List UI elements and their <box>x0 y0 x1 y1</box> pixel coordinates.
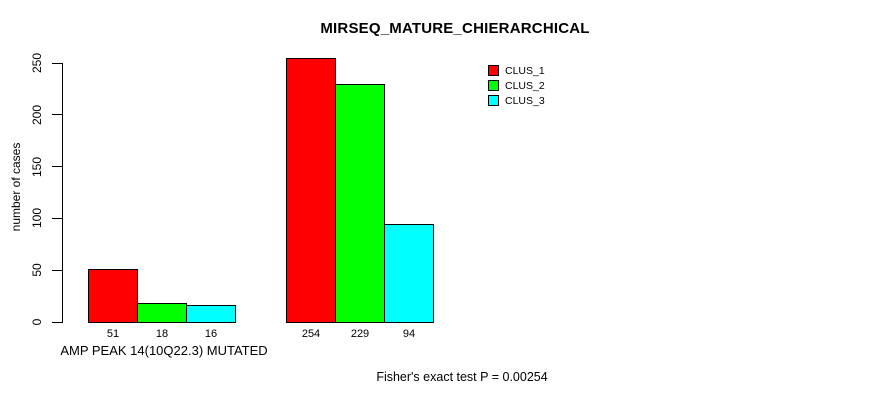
y-tick-label: 150 <box>30 156 44 177</box>
legend-swatch-clus_1 <box>488 65 499 76</box>
x-axis-title: AMP PEAK 14(10Q22.3) MUTATED <box>60 343 268 358</box>
y-tick-label: 0 <box>30 318 44 326</box>
y-axis-title: number of cases <box>9 142 23 232</box>
y-tick-mark <box>52 322 62 323</box>
y-tick-mark <box>52 218 62 219</box>
bar-clus_2-group1 <box>137 302 187 323</box>
bar-clus_3-group1 <box>186 304 236 323</box>
annotation-fisher-test: Fisher's exact test P = 0.00254 <box>376 370 548 384</box>
y-tick-mark <box>52 270 62 271</box>
legend-item: CLUS_1 <box>488 63 545 78</box>
bar-value-label: 229 <box>350 328 370 340</box>
y-tick-mark <box>52 63 62 64</box>
bar-value-label: 51 <box>106 328 120 340</box>
y-tick-label: 200 <box>30 104 44 125</box>
bar-value-label: 18 <box>155 328 169 340</box>
y-tick-mark <box>52 166 62 167</box>
bar-clus_2-group2 <box>335 84 385 323</box>
chart-title: MIRSEQ_MATURE_CHIERARCHICAL <box>320 20 590 37</box>
y-tick-label: 100 <box>30 208 44 229</box>
legend-label: CLUS_3 <box>505 94 545 107</box>
bar-value-label: 94 <box>402 328 416 340</box>
legend-label: CLUS_2 <box>505 79 545 92</box>
legend-label: CLUS_1 <box>505 64 545 77</box>
legend-item: CLUS_3 <box>488 93 545 108</box>
legend-swatch-clus_3 <box>488 95 499 106</box>
legend-item: CLUS_2 <box>488 78 545 93</box>
y-tick-label: 50 <box>30 263 44 277</box>
y-axis-line <box>62 62 63 323</box>
bar-value-label: 254 <box>301 328 321 340</box>
legend-swatch-clus_2 <box>488 80 499 91</box>
legend: CLUS_1 CLUS_2 CLUS_3 <box>488 63 545 108</box>
bar-clus_3-group2 <box>384 224 434 323</box>
y-tick-mark <box>52 114 62 115</box>
bar-clus_1-group2 <box>286 58 336 323</box>
bar-value-label: 16 <box>204 328 218 340</box>
y-tick-label: 250 <box>30 52 44 74</box>
bar-clus_1-group1 <box>88 268 138 323</box>
